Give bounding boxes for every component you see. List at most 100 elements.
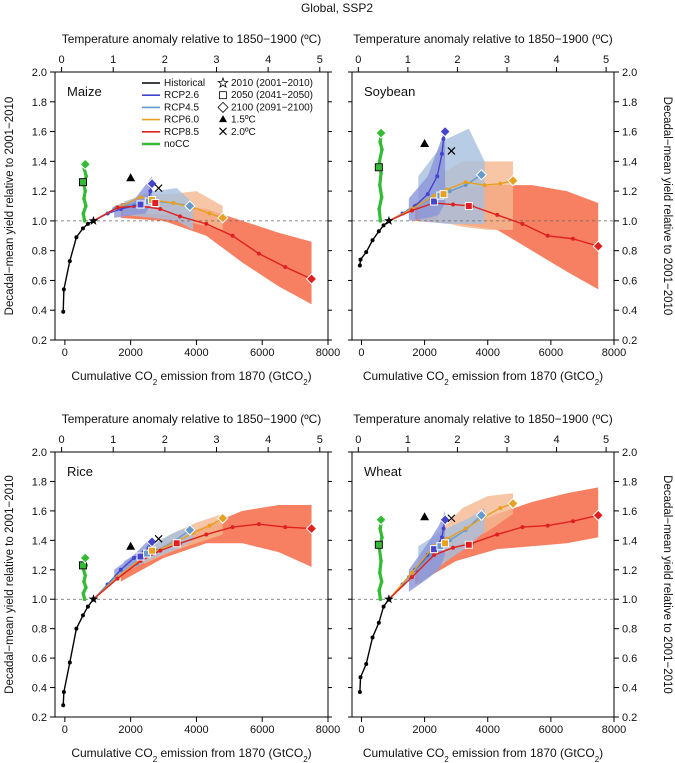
y-tick-label-right: 0.8	[622, 624, 637, 636]
point-rcp85	[256, 522, 261, 527]
top-tick-label: 2	[454, 434, 460, 446]
x-tick-label: 0	[358, 724, 364, 736]
y-axis-title-right: Decadal−mean yield relative to 2001−2010	[661, 475, 673, 694]
point-rcp85	[204, 532, 209, 537]
point-rcp85	[158, 206, 163, 211]
point-rcp85	[545, 233, 550, 238]
top-tick-label: 1	[405, 434, 411, 446]
panel-title: Rice	[67, 464, 93, 479]
marker-2100	[592, 509, 604, 522]
point-historical	[85, 221, 90, 226]
line-rcp60	[93, 517, 224, 600]
panel-rice: Rice 0 2000 4000 6000 8000 0 1 2 3 4 5 0.2 0.4 0.6 0.8 1…	[4, 412, 340, 763]
panel-soybean: Soybean 0 2000 4000 6000 8000 0 1 2 3 4 5 0.2 0.4 0.6 0…	[348, 32, 673, 387]
point-rcp45	[447, 189, 452, 194]
top-axis-title: Temperature anomaly relative to 1850−190…	[62, 412, 322, 426]
y-tick-label-right: 2.0	[622, 67, 637, 79]
line-historical	[359, 598, 390, 693]
panel-maize: Maize 0 2000 4000 6000 8000 0 1 2 3 4 5 0.2 0.4 0.6 0.8…	[4, 32, 340, 387]
point-rcp60	[409, 570, 414, 575]
point-rcp85	[432, 553, 437, 558]
marker-2100	[184, 200, 196, 212]
point-rcp60	[207, 211, 212, 216]
top-axis-title: Temperature anomaly relative to 1850−190…	[62, 32, 322, 46]
target-2-0c	[447, 146, 456, 155]
x-tick-label: 8000	[316, 724, 340, 736]
point-rcp60	[463, 526, 468, 531]
marker-2100	[305, 273, 318, 285]
y-tick-label: 0.8	[32, 246, 47, 258]
point-rcp85	[283, 525, 288, 530]
point-rcp85	[158, 548, 163, 553]
target-1-5c	[126, 541, 136, 550]
plot-area	[55, 505, 328, 708]
point-rcp60	[498, 181, 503, 186]
panel-title: Soybean	[364, 84, 415, 99]
point-nocc	[379, 195, 384, 199]
marker-2050	[136, 200, 145, 209]
point-rcp60	[432, 193, 437, 198]
point-nocc	[379, 171, 383, 176]
point-nocc	[380, 535, 384, 540]
top-tick-label: 0	[59, 54, 65, 66]
point-historical	[357, 263, 362, 268]
top-tick-label: 1	[405, 54, 411, 66]
point-rcp85	[409, 208, 414, 213]
top-tick-label: 0	[355, 434, 361, 446]
y-tick-label-right: 0.2	[622, 712, 637, 724]
point-rcp26	[435, 174, 440, 179]
marker-2100	[217, 212, 229, 224]
point-rcp85	[570, 236, 575, 241]
point-nocc	[82, 597, 87, 602]
point-nocc	[380, 147, 384, 152]
point-historical	[61, 287, 66, 292]
point-nocc	[377, 159, 382, 164]
point-rcp60	[463, 180, 468, 185]
point-nocc	[378, 219, 383, 223]
point-rcp26	[439, 151, 444, 156]
y-tick-label-right: 1.0	[622, 594, 637, 606]
point-rcp26	[439, 535, 444, 540]
point-rcp85	[177, 214, 182, 219]
marker-2050-outline	[374, 540, 383, 549]
top-tick-label: 2	[454, 54, 460, 66]
line-rcp60	[388, 502, 514, 600]
x-tick-label: 4000	[475, 724, 499, 736]
point-historical	[80, 613, 85, 618]
marker-2100	[475, 509, 488, 522]
marker-2010	[384, 215, 394, 225]
point-rcp85	[115, 205, 120, 210]
y-tick-label: 0.4	[32, 683, 47, 695]
top-tick-label: 2	[162, 54, 168, 66]
x-tick-label: 4000	[184, 724, 208, 736]
top-tick-label: 5	[603, 54, 609, 66]
marker-2010	[88, 215, 99, 225]
y-tick-label: 0.4	[32, 305, 47, 317]
marker-2100	[439, 125, 451, 138]
legend-label-historical: Historical	[164, 78, 205, 89]
y-axis-title: Decadal−mean yield relative to 2001−2010	[4, 97, 16, 316]
y-tick-label: 2.0	[32, 67, 47, 79]
point-nocc	[378, 597, 383, 602]
top-tick-label: 5	[317, 54, 323, 66]
legend-square-icon	[219, 91, 227, 100]
point-historical	[376, 620, 381, 625]
band-rcp26	[114, 176, 153, 218]
line-rcp85	[93, 523, 312, 600]
marker-2100	[507, 174, 519, 187]
marker-2050	[430, 197, 439, 206]
y-tick-label-right: 1.4	[622, 535, 637, 547]
y-tick-label-right: 1.0	[622, 216, 637, 228]
marker-2050	[136, 552, 145, 561]
line-historical	[62, 220, 94, 312]
point-historical	[67, 660, 72, 665]
point-historical	[364, 250, 369, 255]
point-nocc	[378, 140, 382, 144]
point-rcp85	[570, 519, 575, 524]
marker-2100	[79, 158, 91, 171]
line-rcp85	[93, 205, 312, 280]
y-tick-label: 1.8	[32, 97, 47, 109]
marker-2050-outline	[78, 178, 87, 187]
